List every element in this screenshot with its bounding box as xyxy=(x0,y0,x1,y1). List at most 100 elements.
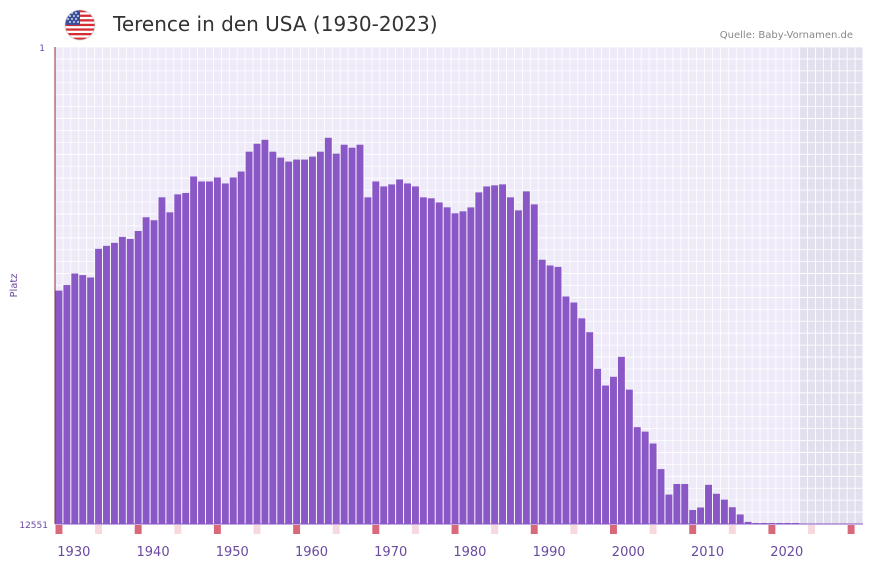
bar-2013[interactable] xyxy=(728,507,736,524)
bar-1928[interactable] xyxy=(55,290,63,524)
bar-2000[interactable] xyxy=(625,389,633,524)
bar-1992[interactable] xyxy=(562,296,570,524)
x-tick-label-1950: 1950 xyxy=(216,545,249,560)
bar-1983[interactable] xyxy=(491,185,499,524)
bar-1973[interactable] xyxy=(411,186,419,525)
bar-1980[interactable] xyxy=(467,207,475,525)
bar-2009[interactable] xyxy=(697,507,705,524)
bar-1952[interactable] xyxy=(245,151,253,524)
bar-1994[interactable] xyxy=(578,318,586,524)
bar-1933[interactable] xyxy=(95,248,103,524)
bar-1985[interactable] xyxy=(507,197,514,524)
year-marker-2003 xyxy=(649,525,657,534)
bar-1981[interactable] xyxy=(475,192,483,524)
bar-2001[interactable] xyxy=(633,427,641,524)
bar-1946[interactable] xyxy=(198,181,206,524)
bar-1935[interactable] xyxy=(110,242,118,524)
year-marker-1998 xyxy=(610,525,617,534)
bar-2010[interactable] xyxy=(705,484,712,524)
bar-1997[interactable] xyxy=(602,385,610,524)
bar-1942[interactable] xyxy=(166,212,174,524)
bar-1984[interactable] xyxy=(499,184,507,525)
bar-1944[interactable] xyxy=(182,192,190,525)
bar-1977[interactable] xyxy=(443,207,451,524)
bar-1968[interactable] xyxy=(372,181,380,524)
bar-2007[interactable] xyxy=(681,484,689,524)
bar-1930[interactable] xyxy=(71,273,79,524)
x-tick-label-2010: 2010 xyxy=(691,545,724,560)
bar-1982[interactable] xyxy=(483,186,491,525)
bar-1978[interactable] xyxy=(451,213,459,524)
bar-1965[interactable] xyxy=(348,147,356,524)
bar-1939[interactable] xyxy=(142,217,150,524)
bar-2004[interactable] xyxy=(657,469,665,524)
bar-1948[interactable] xyxy=(213,177,221,524)
year-marker-1953 xyxy=(253,525,261,534)
bar-2002[interactable] xyxy=(641,431,649,524)
bar-1938[interactable] xyxy=(134,230,142,524)
bar-1998[interactable] xyxy=(610,376,617,524)
year-marker-2013 xyxy=(728,525,736,534)
bar-1941[interactable] xyxy=(158,197,166,524)
bar-1934[interactable] xyxy=(103,245,110,524)
bar-1972[interactable] xyxy=(404,183,411,524)
x-tick-label-2000: 2000 xyxy=(612,545,645,560)
bar-1958[interactable] xyxy=(293,159,301,525)
bar-1931[interactable] xyxy=(79,275,87,524)
bar-1967[interactable] xyxy=(364,197,372,524)
bar-1990[interactable] xyxy=(546,265,554,524)
bar-1991[interactable] xyxy=(554,266,562,524)
bar-1993[interactable] xyxy=(570,302,578,524)
bar-2006[interactable] xyxy=(673,484,681,524)
bar-1949[interactable] xyxy=(221,183,229,524)
bar-1995[interactable] xyxy=(586,332,594,524)
bar-1957[interactable] xyxy=(285,161,293,524)
bar-1950[interactable] xyxy=(229,177,237,524)
x-tick-label-1960: 1960 xyxy=(295,545,328,560)
bar-1943[interactable] xyxy=(174,194,182,525)
bar-1951[interactable] xyxy=(237,171,245,524)
bar-1976[interactable] xyxy=(435,202,443,524)
bar-1932[interactable] xyxy=(87,277,95,524)
bar-1960[interactable] xyxy=(308,156,316,524)
bar-1986[interactable] xyxy=(514,210,522,524)
bar-1979[interactable] xyxy=(459,211,467,525)
bar-1970[interactable] xyxy=(388,184,396,524)
bar-1929[interactable] xyxy=(63,285,71,524)
bar-1953[interactable] xyxy=(253,143,261,524)
year-marker-2018 xyxy=(768,525,776,534)
bar-1964[interactable] xyxy=(340,144,348,524)
bar-2015[interactable] xyxy=(744,521,752,524)
bar-2008[interactable] xyxy=(689,510,697,524)
bar-1947[interactable] xyxy=(206,181,213,524)
bar-1945[interactable] xyxy=(190,176,198,524)
bar-1975[interactable] xyxy=(427,198,435,524)
bar-1961[interactable] xyxy=(316,151,324,524)
bar-1989[interactable] xyxy=(538,259,546,524)
bar-1987[interactable] xyxy=(522,191,530,525)
bar-2003[interactable] xyxy=(649,443,657,524)
bar-1971[interactable] xyxy=(396,179,404,524)
bar-1974[interactable] xyxy=(419,197,427,524)
bar-1956[interactable] xyxy=(277,157,285,524)
bar-2011[interactable] xyxy=(712,493,720,524)
bar-1937[interactable] xyxy=(126,238,134,525)
bar-1963[interactable] xyxy=(332,153,340,524)
bar-1940[interactable] xyxy=(150,220,158,524)
bar-2014[interactable] xyxy=(736,514,744,524)
x-tick-label-1970: 1970 xyxy=(374,545,407,560)
bar-2012[interactable] xyxy=(720,499,728,524)
bar-1955[interactable] xyxy=(269,151,277,524)
bar-1969[interactable] xyxy=(380,186,388,525)
bar-1996[interactable] xyxy=(594,368,602,524)
bar-1966[interactable] xyxy=(356,144,364,524)
bar-1959[interactable] xyxy=(301,159,308,525)
bar-1962[interactable] xyxy=(324,137,332,525)
bar-1999[interactable] xyxy=(617,356,625,524)
bar-1988[interactable] xyxy=(530,204,538,524)
bar-1936[interactable] xyxy=(118,236,126,524)
year-marker-2008 xyxy=(689,525,697,534)
bar-1954[interactable] xyxy=(261,139,269,524)
bar-2005[interactable] xyxy=(665,494,673,524)
year-marker-1928 xyxy=(55,525,63,534)
